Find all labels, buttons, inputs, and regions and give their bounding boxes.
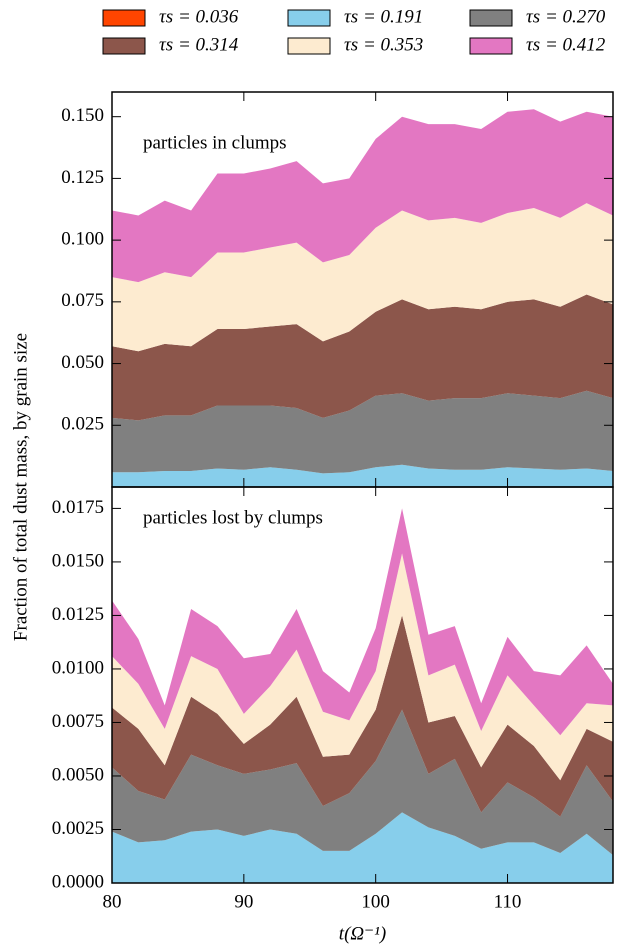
area — [112, 812, 613, 883]
legend-swatch — [287, 37, 331, 55]
legend-label: τs = 0.036 — [159, 6, 239, 27]
y-tick-label: 0.0100 — [52, 657, 104, 678]
x-tick-label: 80 — [103, 891, 122, 912]
legend-label: τs = 0.412 — [526, 34, 606, 55]
area — [112, 109, 613, 283]
area — [112, 709, 613, 856]
y-tick-label: 0.0175 — [52, 497, 104, 518]
area — [112, 390, 613, 474]
legend-label: τs = 0.314 — [159, 34, 239, 55]
y-tick-label: 0.0125 — [52, 604, 104, 625]
y-axis-label: Fraction of total dust mass, by grain si… — [10, 333, 31, 641]
y-tick-label: 0.0000 — [52, 871, 104, 892]
y-tick-label: 0.0075 — [52, 711, 104, 732]
legend-swatch — [287, 9, 331, 27]
plot-frame — [111, 486, 614, 884]
legend-swatch — [102, 9, 146, 27]
y-tick-label: 0.025 — [61, 414, 104, 435]
legend-label: τs = 0.191 — [344, 6, 423, 27]
y-tick-label: 0.125 — [61, 167, 104, 188]
x-tick-label: 110 — [494, 891, 522, 912]
x-axis-label: t(Ω⁻¹) — [339, 923, 386, 944]
y-tick-label: 0.0025 — [52, 818, 104, 839]
area — [112, 294, 613, 421]
legend-label: τs = 0.353 — [344, 34, 423, 55]
annotation: particles in clumps — [143, 132, 287, 153]
annotation: particles lost by clumps — [143, 507, 323, 528]
x-tick-label: 90 — [234, 891, 253, 912]
y-tick-label: 0.0150 — [52, 550, 104, 571]
x-tick-label: 100 — [361, 891, 390, 912]
y-tick-label: 0.050 — [61, 352, 104, 373]
area — [112, 464, 613, 487]
area — [112, 508, 613, 736]
legend-swatch — [469, 9, 513, 27]
y-tick-label: 0.0050 — [52, 764, 104, 785]
y-tick-label: 0.100 — [61, 228, 104, 249]
legend-label: τs = 0.270 — [526, 6, 606, 27]
y-tick-label: 0.075 — [61, 290, 104, 311]
area — [112, 615, 613, 817]
area — [112, 203, 613, 352]
legend-swatch — [102, 37, 146, 55]
legend-swatch — [469, 37, 513, 55]
y-tick-label: 0.150 — [61, 105, 104, 126]
area — [112, 553, 613, 781]
